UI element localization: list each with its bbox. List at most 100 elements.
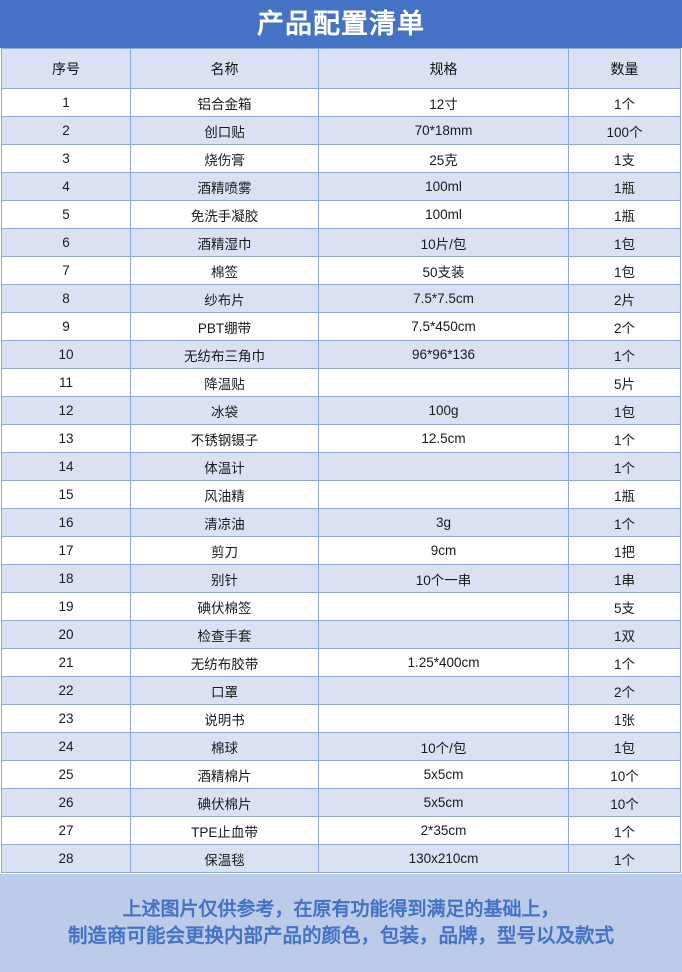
table-row: 19 碘伏棉签 5支 bbox=[1, 592, 681, 621]
cell-index: 16 bbox=[1, 508, 131, 537]
column-header-index: 序号 bbox=[1, 48, 131, 89]
table-row: 4 酒精喷雾 100ml 1瓶 bbox=[1, 172, 681, 201]
cell-name: 创口贴 bbox=[130, 116, 319, 145]
cell-name: 体温计 bbox=[130, 452, 319, 481]
cell-qty: 5支 bbox=[568, 592, 681, 621]
table-row: 14 体温计 1个 bbox=[1, 452, 681, 481]
cell-index: 8 bbox=[1, 284, 131, 313]
table-row: 1 铝合金箱 12寸 1个 bbox=[1, 88, 681, 117]
cell-spec bbox=[318, 452, 569, 481]
table-row: 7 棉签 50支装 1包 bbox=[1, 256, 681, 285]
cell-spec: 100ml bbox=[318, 172, 569, 201]
title-banner: 产品配置清单 bbox=[0, 0, 682, 48]
table-row: 20 检查手套 1双 bbox=[1, 620, 681, 649]
table-row: 8 纱布片 7.5*7.5cm 2片 bbox=[1, 284, 681, 313]
column-header-qty: 数量 bbox=[568, 48, 681, 89]
cell-spec: 100ml bbox=[318, 200, 569, 229]
cell-spec: 96*96*136 bbox=[318, 340, 569, 369]
cell-name: 检查手套 bbox=[130, 620, 319, 649]
cell-spec: 2*35cm bbox=[318, 816, 569, 845]
cell-spec bbox=[318, 676, 569, 705]
cell-spec: 10片/包 bbox=[318, 228, 569, 257]
table-row: 25 酒精棉片 5x5cm 10个 bbox=[1, 760, 681, 789]
cell-qty: 5片 bbox=[568, 368, 681, 397]
cell-qty: 1瓶 bbox=[568, 172, 681, 201]
table-row: 11 降温贴 5片 bbox=[1, 368, 681, 397]
cell-name: TPE止血带 bbox=[130, 816, 319, 845]
cell-spec bbox=[318, 480, 569, 509]
cell-qty: 1包 bbox=[568, 256, 681, 285]
table-row: 9 PBT绷带 7.5*450cm 2个 bbox=[1, 312, 681, 341]
cell-qty: 1支 bbox=[568, 144, 681, 173]
cell-index: 4 bbox=[1, 172, 131, 201]
cell-qty: 1包 bbox=[568, 228, 681, 257]
cell-spec: 7.5*7.5cm bbox=[318, 284, 569, 313]
table-header-row: 序号 名称 规格 数量 bbox=[1, 48, 681, 89]
cell-name: 棉签 bbox=[130, 256, 319, 285]
cell-name: 清凉油 bbox=[130, 508, 319, 537]
cell-spec bbox=[318, 704, 569, 733]
cell-index: 25 bbox=[1, 760, 131, 789]
cell-qty: 1瓶 bbox=[568, 200, 681, 229]
cell-index: 21 bbox=[1, 648, 131, 677]
cell-index: 13 bbox=[1, 424, 131, 453]
cell-name: 碘伏棉签 bbox=[130, 592, 319, 621]
cell-spec: 50支装 bbox=[318, 256, 569, 285]
cell-name: 别针 bbox=[130, 564, 319, 593]
disclaimer-note: 上述图片仅供参考，在原有功能得到满足的基础上， 制造商可能会更换内部产品的颜色，… bbox=[0, 874, 682, 972]
cell-index: 14 bbox=[1, 452, 131, 481]
cell-spec: 12.5cm bbox=[318, 424, 569, 453]
cell-spec: 7.5*450cm bbox=[318, 312, 569, 341]
column-header-name: 名称 bbox=[130, 48, 319, 89]
cell-name: PBT绷带 bbox=[130, 312, 319, 341]
table-row: 10 无纺布三角巾 96*96*136 1个 bbox=[1, 340, 681, 369]
table-row: 23 说明书 1张 bbox=[1, 704, 681, 733]
cell-qty: 1包 bbox=[568, 396, 681, 425]
cell-name: 不锈钢镊子 bbox=[130, 424, 319, 453]
cell-name: 棉球 bbox=[130, 732, 319, 761]
cell-index: 5 bbox=[1, 200, 131, 229]
cell-spec: 5x5cm bbox=[318, 760, 569, 789]
cell-spec: 5x5cm bbox=[318, 788, 569, 817]
cell-index: 24 bbox=[1, 732, 131, 761]
table-row: 28 保温毯 130x210cm 1个 bbox=[1, 844, 681, 873]
cell-name: 烧伤膏 bbox=[130, 144, 319, 173]
cell-qty: 1串 bbox=[568, 564, 681, 593]
cell-name: 无纺布三角巾 bbox=[130, 340, 319, 369]
cell-spec: 9cm bbox=[318, 536, 569, 565]
cell-name: 无纺布胶带 bbox=[130, 648, 319, 677]
cell-name: 说明书 bbox=[130, 704, 319, 733]
cell-qty: 1个 bbox=[568, 88, 681, 117]
cell-index: 26 bbox=[1, 788, 131, 817]
cell-name: 纱布片 bbox=[130, 284, 319, 313]
cell-index: 11 bbox=[1, 368, 131, 397]
cell-index: 18 bbox=[1, 564, 131, 593]
cell-name: 酒精喷雾 bbox=[130, 172, 319, 201]
cell-index: 6 bbox=[1, 228, 131, 257]
table-header: 序号 名称 规格 数量 bbox=[1, 48, 681, 89]
cell-qty: 1个 bbox=[568, 844, 681, 873]
cell-index: 22 bbox=[1, 676, 131, 705]
cell-qty: 1瓶 bbox=[568, 480, 681, 509]
cell-index: 19 bbox=[1, 592, 131, 621]
cell-qty: 1张 bbox=[568, 704, 681, 733]
cell-qty: 1个 bbox=[568, 816, 681, 845]
cell-qty: 2片 bbox=[568, 284, 681, 313]
cell-spec: 1.25*400cm bbox=[318, 648, 569, 677]
cell-qty: 1包 bbox=[568, 732, 681, 761]
cell-name: 免洗手凝胶 bbox=[130, 200, 319, 229]
table-row: 22 口罩 2个 bbox=[1, 676, 681, 705]
cell-name: 口罩 bbox=[130, 676, 319, 705]
cell-name: 碘伏棉片 bbox=[130, 788, 319, 817]
cell-name: 酒精湿巾 bbox=[130, 228, 319, 257]
table-row: 26 碘伏棉片 5x5cm 10个 bbox=[1, 788, 681, 817]
cell-qty: 100个 bbox=[568, 116, 681, 145]
table-row: 16 清凉油 3g 1个 bbox=[1, 508, 681, 537]
page-title: 产品配置清单 bbox=[257, 8, 425, 40]
cell-qty: 1个 bbox=[568, 340, 681, 369]
cell-qty: 10个 bbox=[568, 788, 681, 817]
cell-name: 酒精棉片 bbox=[130, 760, 319, 789]
cell-index: 15 bbox=[1, 480, 131, 509]
cell-qty: 2个 bbox=[568, 312, 681, 341]
